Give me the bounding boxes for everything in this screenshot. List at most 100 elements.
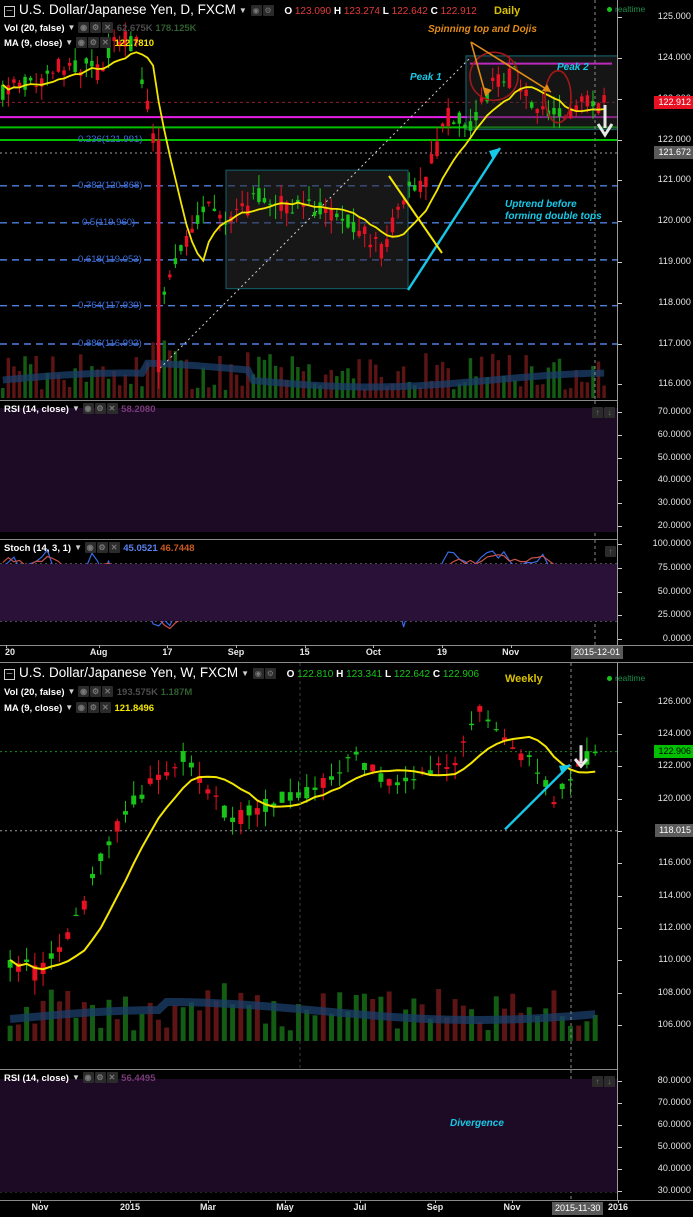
chevron-down-icon[interactable]: ▼ bbox=[67, 23, 76, 32]
weekly-rsi-plot[interactable] bbox=[0, 1070, 618, 1200]
daily-rsi-plot[interactable] bbox=[0, 401, 618, 539]
axis-tick-label: 50.0000 bbox=[657, 451, 691, 462]
daily-price-plot[interactable] bbox=[0, 0, 618, 400]
weekly-time-axis[interactable]: Nov 2015 Mar May Jul Sep Nov 2016 bbox=[0, 1200, 693, 1217]
daily-stoch-k-value: 45.0521 bbox=[123, 543, 158, 554]
daily-stoch-axis[interactable]: 100.0000 75.0000 50.0000 25.0000 0.0000 bbox=[617, 539, 693, 645]
axis-tick-mark bbox=[618, 1102, 622, 1104]
daily-stoch-scale-buttons[interactable]: ↑ bbox=[605, 542, 617, 560]
daily-volume-legend[interactable]: Vol (20, false) ▼ ◉ ⚙ ✕ 62.675K 178.125K bbox=[4, 22, 197, 34]
close-icon[interactable]: ✕ bbox=[108, 542, 120, 553]
daily-stoch-plot[interactable] bbox=[0, 540, 618, 645]
close-icon[interactable]: ✕ bbox=[99, 37, 111, 48]
eye-icon[interactable]: ◉ bbox=[75, 702, 87, 713]
close-icon[interactable]: ✕ bbox=[106, 1072, 118, 1083]
eye-icon[interactable]: ◉ bbox=[78, 686, 90, 697]
daily-symbol-legend[interactable]: ─ U.S. Dollar/Japanese Yen, D, FXCM ▼ ◉ ⚙ O… bbox=[4, 2, 477, 17]
daily-l-label: L bbox=[382, 6, 389, 17]
daily-price-axis[interactable]: 125.000124.000123.000122.000121.000120.0… bbox=[617, 0, 693, 400]
close-icon[interactable]: ✕ bbox=[102, 686, 114, 697]
chevron-down-icon[interactable]: ▼ bbox=[65, 38, 74, 47]
gear-icon[interactable]: ⚙ bbox=[87, 702, 99, 713]
time-axis-tick bbox=[618, 1200, 619, 1203]
gear-icon[interactable]: ⚙ bbox=[90, 686, 102, 697]
axis-tick-label: 118.000 bbox=[658, 296, 691, 307]
weekly-volume-legend[interactable]: Vol (20, false) ▼ ◉ ⚙ ✕ 193.575K 1.187M bbox=[4, 686, 192, 698]
daily-rsi-pane[interactable]: RSI (14, close) ▼ ◉ ⚙ ✕ 58.2080 ↑ ↓ 70.0000 6… bbox=[0, 400, 693, 539]
axis-tick-mark bbox=[618, 831, 622, 833]
eye-icon[interactable]: ◉ bbox=[252, 668, 264, 679]
daily-price-pane[interactable]: 0.236(121.991) 0.382(120.868) 0.5(119.960)… bbox=[0, 0, 693, 400]
close-icon[interactable]: ✕ bbox=[102, 22, 114, 33]
weekly-price-axis[interactable]: 126.000124.000122.000120.000118.000116.0… bbox=[617, 663, 693, 1069]
arrow-down-icon[interactable]: ↓ bbox=[604, 1076, 615, 1087]
weekly-rsi-scale-buttons[interactable]: ↑ ↓ bbox=[592, 1072, 616, 1090]
arrow-up-icon[interactable]: ↑ bbox=[592, 407, 603, 418]
eye-icon[interactable]: ◉ bbox=[78, 22, 90, 33]
axis-tick-label: 112.000 bbox=[658, 922, 691, 933]
eye-icon[interactable]: ◉ bbox=[82, 403, 94, 414]
weekly-l-value: 122.642 bbox=[393, 669, 431, 680]
arrow-up-icon[interactable]: ↑ bbox=[605, 546, 616, 557]
weekly-price-plot[interactable] bbox=[0, 663, 618, 1069]
time-axis-label: Nov bbox=[31, 1202, 49, 1212]
daily-volume-name: Vol (20, false) bbox=[4, 23, 65, 34]
gear-icon[interactable]: ⚙ bbox=[94, 1072, 106, 1083]
gear-icon[interactable]: ⚙ bbox=[96, 542, 108, 553]
eye-icon[interactable]: ◉ bbox=[250, 5, 262, 16]
collapse-icon[interactable]: ─ bbox=[4, 6, 15, 17]
weekly-rsi-legend[interactable]: RSI (14, close) ▼ ◉ ⚙ ✕ 56.4495 bbox=[4, 1072, 156, 1084]
axis-tick-label: 106.000 bbox=[657, 1019, 691, 1030]
close-icon[interactable]: ✕ bbox=[99, 702, 111, 713]
axis-tick-label: 50.0000 bbox=[657, 1140, 691, 1151]
gear-icon[interactable]: ⚙ bbox=[87, 37, 99, 48]
weekly-price-pane[interactable]: ─ U.S. Dollar/Japanese Yen, W, FXCM ▼ ◉ ⚙ O… bbox=[0, 663, 693, 1069]
daily-time-axis[interactable]: 20Aug17Sep15Oct19Nov16 bbox=[0, 645, 693, 662]
daily-rsi-scale-buttons[interactable]: ↑ ↓ bbox=[592, 403, 616, 421]
eye-icon[interactable]: ◉ bbox=[82, 1072, 94, 1083]
gear-icon[interactable]: ⚙ bbox=[90, 22, 102, 33]
eye-icon[interactable]: ◉ bbox=[75, 37, 87, 48]
weekly-realtime-text: realtime bbox=[615, 673, 646, 683]
axis-tick-label: 30.0000 bbox=[657, 497, 691, 508]
close-icon[interactable]: ✕ bbox=[106, 403, 118, 414]
time-axis-tick bbox=[167, 645, 169, 648]
axis-tick-mark bbox=[618, 615, 622, 617]
weekly-symbol-legend[interactable]: ─ U.S. Dollar/Japanese Yen, W, FXCM ▼ ◉ ⚙ O… bbox=[4, 665, 479, 680]
eye-icon[interactable]: ◉ bbox=[84, 542, 96, 553]
weekly-volume-name: Vol (20, false) bbox=[4, 687, 65, 698]
chevron-down-icon[interactable]: ▼ bbox=[241, 669, 250, 678]
weekly-ma-value: 121.8496 bbox=[114, 703, 155, 714]
weekly-rsi-pane[interactable]: RSI (14, close) ▼ ◉ ⚙ ✕ 56.4495 ↑ ↓ Divergen… bbox=[0, 1069, 693, 1200]
gear-icon[interactable]: ⚙ bbox=[262, 5, 274, 16]
arrow-down-icon[interactable]: ↓ bbox=[604, 407, 615, 418]
gear-icon[interactable]: ⚙ bbox=[264, 668, 276, 679]
chevron-down-icon[interactable]: ▼ bbox=[71, 1073, 80, 1082]
axis-tick-label: 75.0000 bbox=[657, 561, 691, 572]
daily-stoch-pane[interactable]: Stoch (14, 3, 1) ▼ ◉ ⚙ ✕ 45.0521 46.7448 ↑ … bbox=[0, 539, 693, 645]
realtime-dot-icon bbox=[607, 676, 612, 681]
fib-label-4: 0.764(117.930) bbox=[78, 299, 142, 311]
chevron-down-icon[interactable]: ▼ bbox=[74, 543, 82, 552]
daily-rsi-axis[interactable]: 70.0000 60.0000 50.0000 40.0000 30.0000 20.00… bbox=[617, 400, 693, 539]
time-axis-tick bbox=[208, 1200, 209, 1203]
time-axis-label: 19 bbox=[436, 647, 448, 657]
daily-stoch-legend[interactable]: Stoch (14, 3, 1) ▼ ◉ ⚙ ✕ 45.0521 46.7448 bbox=[4, 542, 195, 554]
gear-icon[interactable]: ⚙ bbox=[94, 403, 106, 414]
time-axis-tick bbox=[40, 1200, 41, 1203]
daily-ma-legend[interactable]: MA (9, close) ▼ ◉ ⚙ ✕ 122.7810 bbox=[4, 37, 154, 49]
collapse-icon[interactable]: ─ bbox=[4, 669, 15, 680]
axis-tick-label: 70.0000 bbox=[657, 405, 691, 416]
arrow-up-icon[interactable]: ↑ bbox=[592, 1076, 603, 1087]
axis-tick-label: 25.0000 bbox=[657, 609, 691, 620]
axis-tick-label: 125.000 bbox=[657, 11, 691, 22]
chevron-down-icon[interactable]: ▼ bbox=[65, 703, 74, 712]
chevron-down-icon[interactable]: ▼ bbox=[238, 6, 247, 15]
chevron-down-icon[interactable]: ▼ bbox=[67, 687, 76, 696]
axis-tick-mark bbox=[618, 992, 622, 994]
chevron-down-icon[interactable]: ▼ bbox=[71, 404, 80, 413]
daily-rsi-legend[interactable]: RSI (14, close) ▼ ◉ ⚙ ✕ 58.2080 bbox=[4, 403, 156, 415]
weekly-rsi-axis[interactable]: 80.0000 70.0000 60.0000 50.0000 40.0000 30.00… bbox=[617, 1069, 693, 1200]
weekly-ma-legend[interactable]: MA (9, close) ▼ ◉ ⚙ ✕ 121.8496 bbox=[4, 702, 154, 714]
weekly-grey-price-chip: 118.015 bbox=[655, 824, 693, 838]
